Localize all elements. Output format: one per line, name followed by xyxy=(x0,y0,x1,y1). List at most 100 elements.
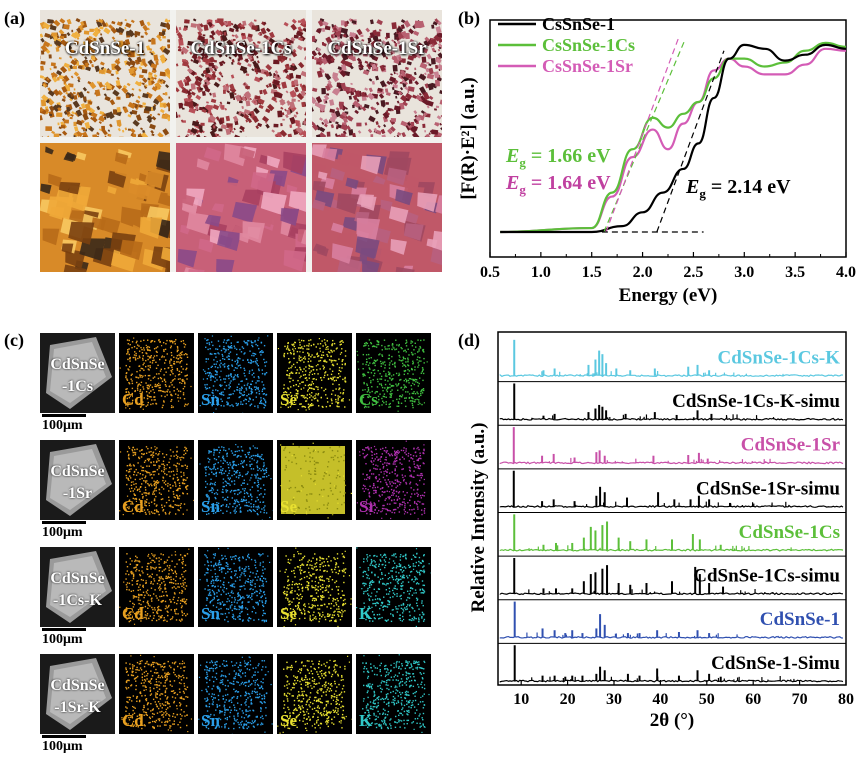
trace-label: CdSnSe-1-Simu xyxy=(711,653,840,674)
xrd-baseline xyxy=(499,417,844,421)
band-gap-label: Eg = 2.14 eV xyxy=(685,176,791,201)
eds-element-map: Cd xyxy=(119,440,194,520)
element-label: Se xyxy=(280,497,297,516)
element-label: Se xyxy=(280,604,297,623)
sample-label: CdSnSe-1 xyxy=(64,38,146,59)
sample-label: CdSnSe-1Cs xyxy=(190,38,292,59)
x-tick-label: 10 xyxy=(513,691,529,708)
xrd-baseline xyxy=(499,373,844,378)
element-label: Sn xyxy=(201,711,220,730)
scale-bar: 100μm xyxy=(42,735,86,755)
x-tick-label: 4.0 xyxy=(836,264,856,281)
eds-element-map: Sn xyxy=(198,333,273,413)
crystal-photo-high-mag xyxy=(176,143,306,272)
crystal-photo-high-mag xyxy=(40,143,170,272)
element-label: K xyxy=(359,604,373,623)
sem-image: CdSnSe -1Cs xyxy=(40,333,115,413)
scale-bar: 100μm xyxy=(42,414,86,434)
scale-bar-label: 100μm xyxy=(42,525,83,540)
eds-element-map: Sn xyxy=(198,654,273,734)
eds-element-map: Se xyxy=(277,654,352,734)
x-tick-label: 2.5 xyxy=(683,264,703,281)
legend-label: CsSnSe-1Sr xyxy=(542,56,633,76)
eds-element-map: Sr xyxy=(356,440,431,520)
y-axis-label: Relative Intensity (a.u.) xyxy=(468,423,489,613)
x-tick-label: 20 xyxy=(560,691,576,708)
band-gap-label: Eg = 1.66 eV xyxy=(505,145,611,170)
crystal-photo-low-mag: CdSnSe-1Sr xyxy=(312,10,442,137)
element-label: Sn xyxy=(201,497,220,516)
sem-sample-label: CdSnSe xyxy=(50,463,105,480)
legend-label: CsSnSe-1Cs xyxy=(542,35,635,55)
x-tick-label: 70 xyxy=(792,691,808,708)
sem-sample-label: CdSnSe xyxy=(50,570,105,587)
spectrum-line xyxy=(500,47,847,234)
scale-bar: 100μm xyxy=(42,628,86,648)
sem-image: CdSnSe -1Sr xyxy=(40,440,115,520)
element-label: Se xyxy=(280,711,297,730)
eds-element-map: Se xyxy=(277,440,352,520)
sem-sample-label: -1Cs xyxy=(61,378,94,395)
sem-sample-label: -1Cs-K xyxy=(53,592,102,609)
crystal-photo-low-mag: CdSnSe-1Cs xyxy=(176,10,306,137)
panel-a-letter: (a) xyxy=(4,8,25,28)
element-label: Cd xyxy=(122,390,144,409)
sem-image: CdSnSe -1Cs-K xyxy=(40,547,115,627)
trace-label: CdSnSe-1Sr xyxy=(741,435,841,456)
eds-element-map: Cd xyxy=(119,547,194,627)
crystal-photo-high-mag xyxy=(312,143,442,272)
sample-label: CdSnSe-1Sr xyxy=(327,38,427,59)
element-label: Sn xyxy=(201,390,220,409)
eds-element-map: Cs xyxy=(356,333,431,413)
crystal-photo-low-mag: CdSnSe-1 xyxy=(40,10,170,137)
eds-element-map: Sn xyxy=(198,547,273,627)
element-label: Se xyxy=(280,390,297,409)
element-label: Cs xyxy=(359,390,378,409)
scale-bar-label: 100μm xyxy=(42,632,83,647)
sem-sample-label: -1Sr xyxy=(62,485,93,502)
element-label: Sn xyxy=(201,604,220,623)
trace-label: CdSnSe-1Cs xyxy=(739,522,840,543)
sem-sample-label: CdSnSe xyxy=(50,356,105,373)
element-label: Sr xyxy=(359,497,376,516)
xrd-baseline xyxy=(499,679,844,683)
x-tick-label: 1.0 xyxy=(531,264,551,281)
element-label: Cd xyxy=(122,497,144,516)
sem-sample-label: -1Sr-K xyxy=(54,699,101,716)
element-label: Cd xyxy=(122,711,144,730)
tangent-line xyxy=(656,50,725,233)
tangent-line xyxy=(605,38,679,233)
x-axis-label: 2θ (°) xyxy=(650,710,694,731)
xrd-baseline xyxy=(499,548,844,552)
x-axis-label: Energy (eV) xyxy=(619,285,718,306)
x-tick-label: 3.0 xyxy=(734,264,754,281)
x-tick-label: 50 xyxy=(699,691,715,708)
eds-element-map: Cd xyxy=(119,654,194,734)
x-tick-label: 3.5 xyxy=(785,264,805,281)
eds-element-map: Sn xyxy=(198,440,273,520)
xrd-baseline xyxy=(499,504,844,509)
x-tick-label: 40 xyxy=(652,691,668,708)
trace-label: CdSnSe-1Sr-simu xyxy=(696,478,840,499)
panel-b-letter: (b) xyxy=(458,8,480,28)
panel-c-eds-maps: CdSnSe -1Cs 100μm Cd Sn Se Cs CdSnSe -1Sr 100μm Cd… xyxy=(40,333,440,758)
x-tick-label: 80 xyxy=(838,691,854,708)
y-axis-label: [F(R)·E²] (a.u.) xyxy=(458,77,479,199)
eds-element-map: Se xyxy=(277,333,352,413)
scale-bar-label: 100μm xyxy=(42,739,83,754)
trace-label: CdSnSe-1Cs-K-simu xyxy=(672,391,840,412)
element-label: Cd xyxy=(122,604,144,623)
x-tick-label: 60 xyxy=(745,691,761,708)
xrd-pattern-chart: 10 20 30 40 50 60 70 80 2θ (°) Relative Intensity… xyxy=(468,331,854,731)
x-tick-label: 0.5 xyxy=(480,264,500,281)
sem-image: CdSnSe -1Sr-K xyxy=(40,654,115,734)
plot-frame xyxy=(497,331,847,686)
panel-d-letter: (d) xyxy=(458,330,480,350)
panel-c-letter: (c) xyxy=(4,330,24,350)
xrd-baseline xyxy=(499,461,844,465)
x-tick-label: 2.0 xyxy=(633,264,653,281)
trace-label: CdSnSe-1 xyxy=(760,609,840,630)
panel-a-photos: CdSnSe-1 CdSnSe-1Cs CdSnSe-1Sr xyxy=(40,10,442,272)
spectrum-line xyxy=(500,43,847,234)
scale-bar-label: 100μm xyxy=(42,418,83,433)
